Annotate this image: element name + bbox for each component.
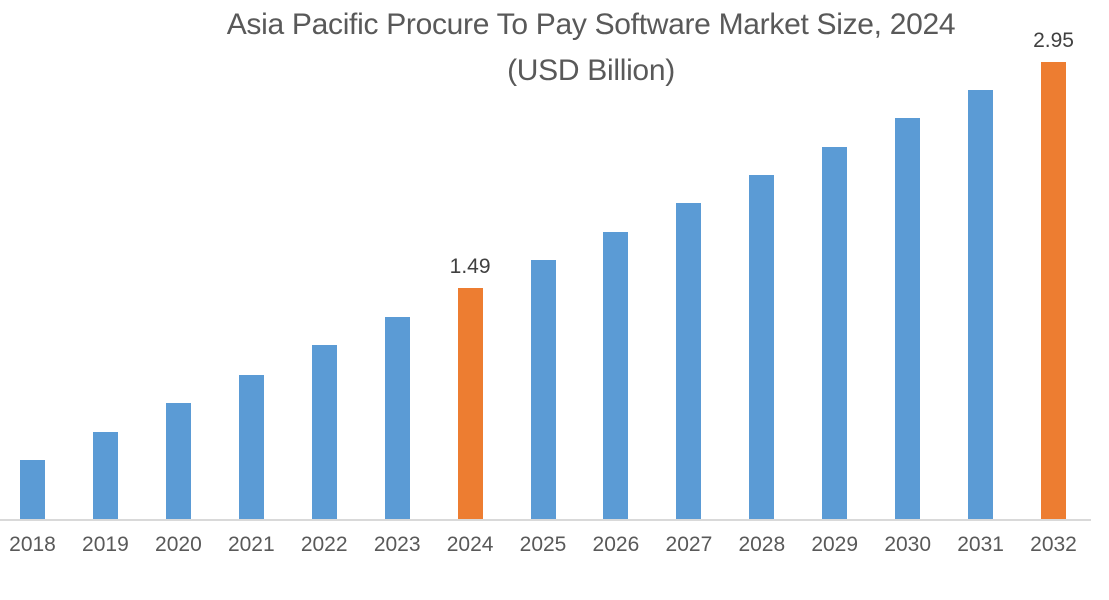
bar-2031	[968, 90, 994, 519]
x-axis-label-2030: 2030	[884, 533, 932, 556]
bar-2022	[311, 345, 337, 519]
bar-2021	[238, 375, 264, 519]
chart-title-line1: Asia Pacific Procure To Pay Software Mar…	[226, 8, 956, 41]
bar-2029	[822, 147, 848, 519]
bar-2028	[749, 175, 775, 519]
x-axis-label-2020: 2020	[155, 533, 202, 556]
bar-2023	[384, 317, 410, 519]
x-axis-label-2031: 2031	[957, 533, 1004, 556]
x-axis-label-2029: 2029	[811, 533, 859, 556]
x-axis-line	[0, 519, 1091, 521]
chart-title: Asia Pacific Procure To Pay Software Mar…	[160, 2, 1022, 94]
x-axis-label-2026: 2026	[592, 533, 640, 556]
bar-2025	[530, 260, 556, 519]
x-axis-label-2027: 2027	[665, 533, 713, 556]
bar-2032	[1041, 62, 1066, 519]
x-axis-label-2018: 2018	[9, 533, 56, 556]
x-axis-label-2024: 2024	[446, 533, 494, 556]
data-label-2024: 1.49	[449, 255, 491, 278]
bar-2019	[92, 432, 118, 519]
x-axis-label-2028: 2028	[738, 533, 786, 556]
bar-2027	[676, 203, 702, 519]
x-axis-label-2019: 2019	[82, 533, 129, 556]
bar-2024	[457, 288, 483, 519]
chart-title-line2: (USD Billion)	[507, 54, 675, 87]
bar-2030	[895, 118, 921, 519]
x-axis-label-2025: 2025	[519, 533, 567, 556]
bar-2026	[603, 232, 629, 519]
x-axis-label-2022: 2022	[300, 533, 348, 556]
x-axis-label-2021: 2021	[227, 533, 275, 556]
x-axis-label-2023: 2023	[373, 533, 421, 556]
x-axis-label-2032: 2032	[1030, 533, 1077, 556]
bar-2018	[20, 460, 45, 519]
bar-2020	[165, 403, 191, 519]
data-label-2032: 2.95	[1033, 29, 1074, 52]
